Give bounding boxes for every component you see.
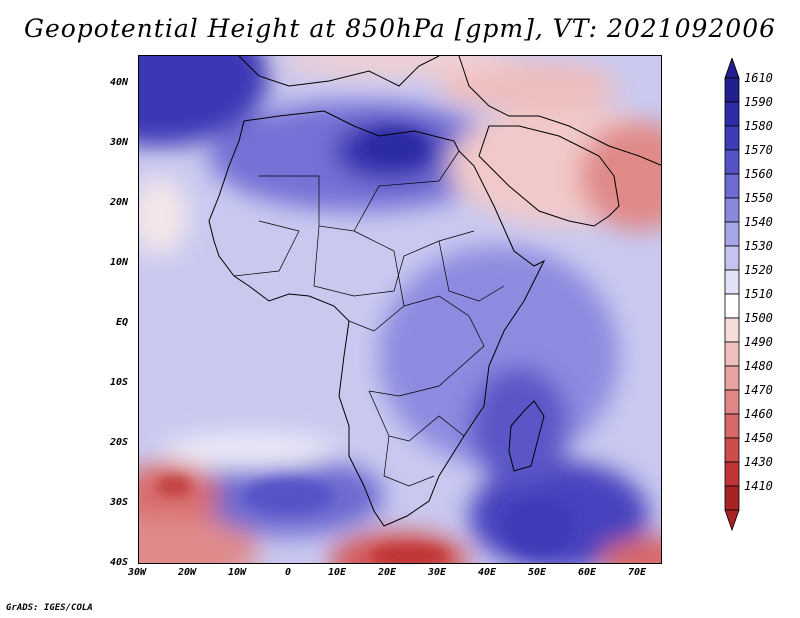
lat-tick: 10S [110, 377, 129, 388]
lon-tick: 30W [128, 567, 147, 578]
colorbar-label: 1490 [744, 335, 773, 349]
colorbar-label: 1520 [744, 263, 773, 277]
asia-coastline [458, 56, 661, 166]
colorbar-segment [724, 365, 740, 391]
lon-tick: 20E [378, 567, 397, 578]
colorbar-label: 1530 [744, 239, 773, 253]
map-title: Geopotential Height at 850hPa [gpm], VT:… [23, 14, 777, 43]
colorbar-label: 1450 [744, 431, 773, 445]
colorbar-segment [724, 293, 740, 319]
colorbar [724, 58, 740, 532]
lon-tick: 10E [328, 567, 347, 578]
lon-tick: 60E [578, 567, 597, 578]
colorbar-label: 1460 [744, 407, 773, 421]
lon-tick: 40E [478, 567, 497, 578]
colorbar-segment [724, 341, 740, 367]
map-plot-area [138, 55, 662, 564]
colorbar-label: 1510 [744, 287, 773, 301]
lat-tick: 30N [110, 137, 129, 148]
madagascar-coastline [508, 400, 545, 472]
lat-tick: 20N [110, 197, 129, 208]
colorbar-segment [724, 221, 740, 247]
colorbar-segment [724, 245, 740, 271]
colorbar-label: 1500 [744, 311, 773, 325]
lat-tick: EQ [116, 317, 129, 328]
lon-tick: 50E [528, 567, 547, 578]
colorbar-segment [724, 461, 740, 487]
colorbar-label: 1410 [744, 479, 773, 493]
colorbar-segment [724, 101, 740, 127]
colorbar-label: 1480 [744, 359, 773, 373]
colorbar-label: 1540 [744, 215, 773, 229]
colorbar-label: 1610 [744, 71, 773, 85]
lat-tick: 10N [110, 257, 129, 268]
lat-tick: 20S [110, 437, 129, 448]
colorbar-label: 1560 [744, 167, 773, 181]
lon-tick: 10W [228, 567, 247, 578]
colorbar-segment [724, 149, 740, 175]
lon-tick: 0 [285, 567, 292, 578]
colorbar-segment [724, 437, 740, 463]
credit-text: GrADS: IGES/COLA [6, 603, 93, 613]
lon-tick: 70E [628, 567, 647, 578]
colorbar-bottom-triangle-icon [724, 509, 740, 532]
colorbar-label: 1550 [744, 191, 773, 205]
arabia-coastline [478, 125, 620, 227]
coastlines [208, 56, 661, 527]
lat-tick: 30S [110, 497, 129, 508]
lat-tick: 40N [110, 77, 129, 88]
colorbar-segment [724, 317, 740, 343]
colorbar-segment [724, 77, 740, 103]
geopotential-field [139, 56, 661, 563]
colorbar-label: 1590 [744, 95, 773, 109]
colorbar-segment [724, 125, 740, 151]
colorbar-label: 1430 [744, 455, 773, 469]
colorbar-segment [724, 269, 740, 295]
africa-coastline [208, 110, 546, 527]
lat-tick: 40S [110, 557, 129, 568]
colorbar-label: 1570 [744, 143, 773, 157]
lon-tick: 20W [178, 567, 197, 578]
colorbar-segment [724, 173, 740, 199]
colorbar-segment [724, 485, 740, 511]
colorbar-segment [724, 413, 740, 439]
colorbar-segment [724, 389, 740, 415]
europe-coastline [238, 56, 440, 87]
colorbar-segment [724, 197, 740, 223]
colorbar-label: 1580 [744, 119, 773, 133]
colorbar-top-triangle-icon [724, 58, 740, 79]
lon-tick: 30E [428, 567, 447, 578]
country-borders [233, 150, 505, 487]
colorbar-label: 1470 [744, 383, 773, 397]
